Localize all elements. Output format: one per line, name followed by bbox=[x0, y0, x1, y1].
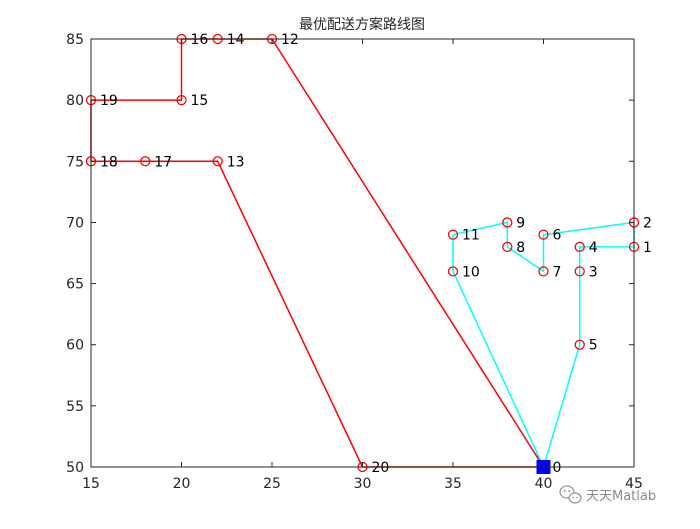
point-marker-8 bbox=[502, 241, 513, 253]
x-tick-label: 40 bbox=[535, 476, 553, 492]
chart-title: 最优配送方案路线图 bbox=[299, 16, 425, 33]
y-tick-label: 80 bbox=[66, 93, 84, 109]
watermark: 天天Matlab bbox=[559, 485, 656, 504]
point-marker-15 bbox=[176, 94, 187, 106]
point-label-12: 12 bbox=[281, 32, 299, 48]
y-tick-label: 75 bbox=[66, 154, 84, 170]
route-line-1 bbox=[452, 221, 635, 468]
y-tick-label: 55 bbox=[66, 399, 84, 415]
x-tick-label: 15 bbox=[82, 476, 100, 492]
depot-label: 0 bbox=[553, 460, 562, 476]
point-label-13: 13 bbox=[227, 154, 245, 170]
point-label-14: 14 bbox=[227, 32, 245, 48]
point-label-11: 11 bbox=[462, 228, 480, 244]
watermark-text: 天天Matlab bbox=[586, 489, 656, 504]
point-label-16: 16 bbox=[191, 32, 209, 48]
point-label-8: 8 bbox=[516, 240, 525, 256]
point-marker-5 bbox=[574, 339, 585, 350]
y-tick-label: 50 bbox=[66, 460, 84, 476]
point-label-17: 17 bbox=[154, 154, 172, 170]
y-tick-label: 65 bbox=[66, 277, 84, 293]
point-label-1: 1 bbox=[643, 240, 652, 256]
point-label-2: 2 bbox=[643, 215, 652, 231]
x-tick-label: 25 bbox=[263, 476, 281, 492]
x-tick-label: 45 bbox=[625, 476, 643, 492]
x-tick-label: 30 bbox=[354, 476, 372, 492]
point-label-5: 5 bbox=[589, 338, 598, 354]
point-label-9: 9 bbox=[516, 215, 525, 231]
plot-area bbox=[91, 39, 634, 467]
point-label-10: 10 bbox=[462, 264, 480, 280]
point-label-19: 19 bbox=[100, 93, 118, 109]
y-tick-label: 85 bbox=[66, 32, 84, 48]
point-marker-4 bbox=[574, 241, 585, 253]
point-marker-10 bbox=[447, 266, 459, 277]
point-label-15: 15 bbox=[191, 93, 209, 109]
point-label-4: 4 bbox=[589, 240, 598, 256]
point-marker-6 bbox=[538, 229, 549, 240]
point-label-18: 18 bbox=[100, 154, 118, 170]
point-marker-9 bbox=[502, 217, 513, 228]
point-marker-17 bbox=[140, 156, 151, 167]
point-label-3: 3 bbox=[589, 264, 598, 280]
point-marker-7 bbox=[538, 266, 549, 277]
point-marker-3 bbox=[574, 266, 585, 277]
y-tick-label: 60 bbox=[66, 338, 84, 354]
point-label-7: 7 bbox=[553, 264, 562, 280]
x-tick-label: 35 bbox=[444, 476, 462, 492]
y-tick-label: 70 bbox=[66, 215, 84, 231]
point-label-20: 20 bbox=[372, 460, 390, 476]
x-tick-label: 20 bbox=[173, 476, 191, 492]
point-label-6: 6 bbox=[553, 228, 562, 244]
point-marker-13 bbox=[212, 156, 223, 167]
wechat-icon bbox=[559, 485, 582, 504]
point-marker-11 bbox=[447, 229, 459, 240]
